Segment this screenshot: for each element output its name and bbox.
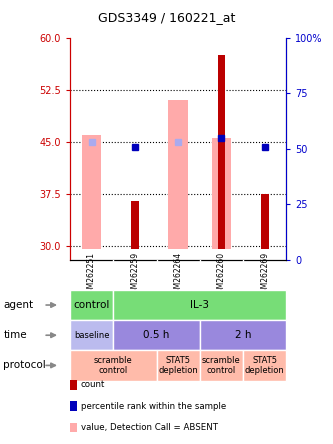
Text: GDS3349 / 160221_at: GDS3349 / 160221_at — [98, 11, 235, 24]
Bar — [82, 135, 101, 250]
Bar — [131, 201, 139, 250]
Text: value, Detection Call = ABSENT: value, Detection Call = ABSENT — [81, 423, 217, 432]
Bar — [113, 290, 286, 320]
Text: GSM262269: GSM262269 — [260, 252, 269, 298]
Text: agent: agent — [3, 300, 33, 310]
Text: time: time — [3, 330, 27, 340]
Bar — [212, 139, 231, 250]
Text: 0.5 h: 0.5 h — [143, 330, 170, 340]
Text: protocol: protocol — [3, 361, 46, 370]
Text: scramble
control: scramble control — [202, 356, 241, 375]
Text: GSM262264: GSM262264 — [173, 252, 183, 298]
Text: STAT5
depletion: STAT5 depletion — [158, 356, 198, 375]
Text: 2 h: 2 h — [235, 330, 251, 340]
Text: IL-3: IL-3 — [190, 300, 209, 310]
Text: GSM262259: GSM262259 — [130, 252, 140, 298]
Text: percentile rank within the sample: percentile rank within the sample — [81, 402, 226, 411]
Bar — [261, 194, 269, 250]
Bar — [200, 320, 286, 350]
Bar — [157, 350, 200, 381]
Text: count: count — [81, 381, 105, 389]
Text: STAT5
depletion: STAT5 depletion — [245, 356, 285, 375]
Text: scramble
control: scramble control — [94, 356, 133, 375]
Bar — [70, 320, 113, 350]
Text: GSM262260: GSM262260 — [217, 252, 226, 298]
Text: GSM262251: GSM262251 — [87, 252, 96, 298]
Bar — [168, 100, 188, 250]
Text: baseline: baseline — [74, 331, 109, 340]
Bar — [70, 350, 157, 381]
Bar — [243, 350, 286, 381]
Bar — [217, 55, 225, 250]
Text: control: control — [73, 300, 110, 310]
Bar — [200, 350, 243, 381]
Bar — [113, 320, 200, 350]
Bar — [70, 290, 113, 320]
